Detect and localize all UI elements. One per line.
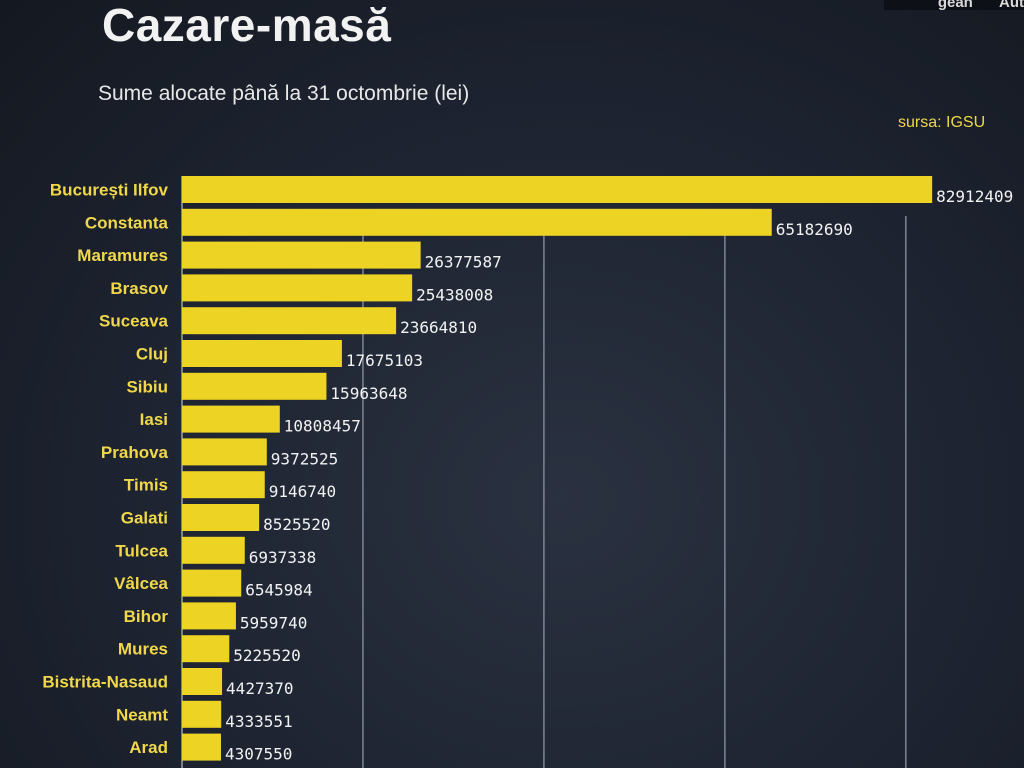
bar[interactable] [182, 635, 230, 663]
value-label: 5959740 [240, 613, 307, 632]
bar[interactable] [182, 602, 236, 630]
value-label: 4333551 [225, 712, 292, 731]
value-label: 6545984 [245, 581, 312, 600]
bar[interactable] [182, 536, 245, 564]
bar[interactable] [182, 471, 265, 499]
category-label: Bistrita-Nasaud [42, 673, 168, 692]
bar[interactable] [182, 176, 933, 203]
category-label: Galati [121, 509, 168, 528]
nav-item[interactable]: Aut [999, 0, 1024, 11]
category-label: Constanta [85, 213, 169, 232]
category-label: Sibiu [126, 377, 168, 396]
category-label: Cluj [136, 345, 168, 364]
bar[interactable] [182, 307, 397, 335]
bar[interactable] [182, 733, 221, 761]
chart-title: Cazare-masă [102, 0, 392, 51]
bar[interactable] [182, 340, 342, 367]
value-label: 82912409 [936, 187, 1013, 206]
value-label: 4427370 [226, 679, 293, 698]
category-label: Prahova [101, 443, 169, 462]
value-label: 17675103 [346, 351, 423, 370]
bar[interactable] [182, 700, 222, 728]
bar[interactable] [182, 405, 280, 433]
value-label: 4307550 [225, 745, 292, 764]
bar[interactable] [182, 241, 421, 269]
bars [182, 176, 933, 761]
value-label: 10808457 [284, 417, 361, 436]
bar[interactable] [182, 208, 772, 236]
value-label: 25438008 [416, 285, 493, 304]
category-label: București Ilfov [50, 181, 169, 200]
bar[interactable] [182, 569, 242, 597]
bar[interactable] [182, 668, 223, 695]
bar[interactable] [182, 372, 327, 400]
value-labels: 82912409 65182690 26377587 25438008 23664810… [225, 187, 1013, 764]
value-label: 65182690 [776, 220, 853, 239]
nav-item[interactable]: gean [937, 0, 973, 11]
value-label: 6937338 [249, 548, 316, 567]
bar[interactable] [182, 438, 267, 466]
top-bar [884, 0, 1024, 10]
category-label: Arad [129, 738, 168, 757]
value-label: 9372525 [271, 449, 338, 468]
category-labels: București Ilfov Constanta Maramures Brasov S… [42, 181, 168, 758]
category-label: Suceava [99, 312, 169, 331]
value-label: 8525520 [263, 515, 330, 534]
category-label: Brasov [110, 279, 168, 298]
category-label: Vâlcea [114, 574, 168, 593]
value-label: 23664810 [400, 318, 477, 337]
category-label: Bihor [124, 607, 169, 626]
category-label: Maramures [77, 246, 168, 265]
value-label: 26377587 [425, 253, 502, 272]
category-label: Timis [124, 476, 168, 495]
value-label: 5225520 [233, 646, 300, 665]
value-label: 9146740 [269, 482, 336, 501]
bar[interactable] [182, 504, 260, 531]
chart-subtitle: Sume alocate până la 31 octombrie (lei) [98, 82, 470, 105]
category-label: Tulcea [115, 541, 168, 560]
top-nav: gean Aut [916, 0, 1024, 11]
category-label: Iasi [140, 410, 168, 429]
source-note: sursa: IGSU [898, 114, 986, 131]
value-label: 15963648 [330, 384, 407, 403]
bar[interactable] [182, 274, 413, 302]
category-label: Mures [118, 640, 168, 659]
category-label: Neamt [116, 705, 168, 724]
